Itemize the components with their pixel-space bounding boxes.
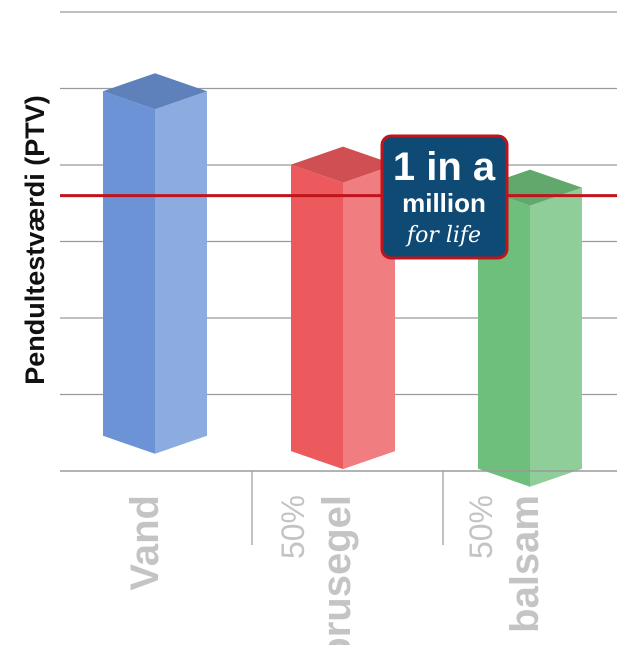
category-labels: Vand 50% brusegel 50% balsam	[123, 495, 547, 645]
bar-top-face	[291, 146, 395, 183]
y-axis-label: Pendultestværdi (PTV)	[20, 95, 50, 385]
bar-right-face	[530, 187, 582, 487]
category-name: Vand	[123, 495, 167, 591]
category-prefix: 50%	[275, 495, 311, 559]
bar-left-face	[478, 187, 530, 487]
badge-line1: 1 in a	[393, 145, 496, 189]
category-prefix: 50%	[463, 495, 499, 559]
bar-left-face	[291, 164, 343, 470]
category-label-balsam: 50% balsam	[463, 495, 547, 633]
bar-left-face	[103, 91, 155, 454]
bar-vand	[103, 73, 207, 454]
badge-background	[380, 134, 509, 260]
badge-line2: million	[402, 188, 486, 218]
bar-right-face	[155, 91, 207, 454]
bars	[103, 73, 582, 487]
bar-top-face	[103, 73, 207, 110]
one-in-a-million-badge: 1 in a million for life	[380, 134, 509, 260]
category-label-vand: Vand	[123, 495, 167, 591]
category-name: brusegel	[315, 495, 359, 645]
category-label-brusegel: 50% brusegel	[275, 495, 359, 645]
category-name: balsam	[503, 495, 547, 633]
badge-line3: for life	[405, 223, 481, 248]
